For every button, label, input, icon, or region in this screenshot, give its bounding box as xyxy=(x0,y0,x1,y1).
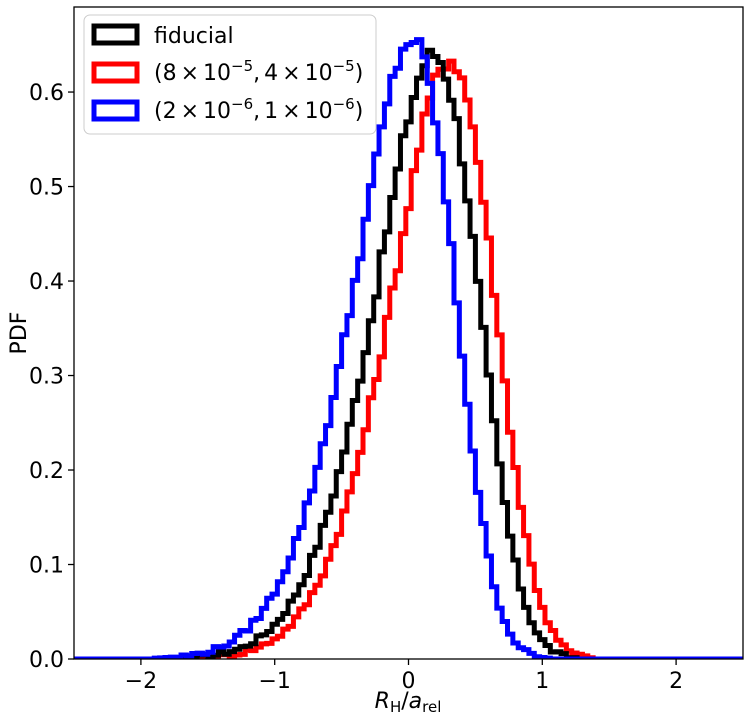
histogram-series-blue xyxy=(74,37,743,659)
legend: fiducial (8 × 10−5, 4 × 10−5) (2 × 10−6, 1 × 10−6) xyxy=(83,14,377,135)
y-axis: 0.0 0.1 0.2 0.3 0.4 0.5 0.6 xyxy=(29,81,74,673)
legend-label-red: (8 × 10−5, 4 × 10−5) xyxy=(154,57,363,86)
x-tick-label: 1 xyxy=(535,669,549,694)
series-layer xyxy=(74,37,743,659)
y-tick-label: 0.3 xyxy=(29,365,64,390)
legend-label-blue: (2 × 10−6, 1 × 10−6) xyxy=(154,95,363,124)
legend-swatch-blue xyxy=(91,99,140,122)
y-axis-title: PDF xyxy=(7,312,32,355)
x-tick-label: 2 xyxy=(669,669,683,694)
x-tick-label: 0 xyxy=(402,669,416,694)
y-tick-label: 0.6 xyxy=(29,81,64,106)
y-tick-label: 0.1 xyxy=(29,554,64,579)
x-axis-title: RH/arel xyxy=(375,689,442,716)
legend-box xyxy=(83,14,377,135)
legend-swatch-fiducial xyxy=(91,23,140,46)
x-axis: −2 −1 0 1 2 xyxy=(125,659,683,694)
y-tick-label: 0.2 xyxy=(29,459,64,484)
histogram-series-red xyxy=(74,58,743,659)
legend-swatch-red xyxy=(91,61,140,84)
y-tick-label: 0.4 xyxy=(29,270,64,295)
y-tick-label: 0.0 xyxy=(29,648,64,673)
legend-label-fiducial: fiducial xyxy=(154,24,234,49)
x-tick-label: −2 xyxy=(125,669,157,694)
y-tick-label: 0.5 xyxy=(29,176,64,201)
x-tick-label: −1 xyxy=(258,669,290,694)
